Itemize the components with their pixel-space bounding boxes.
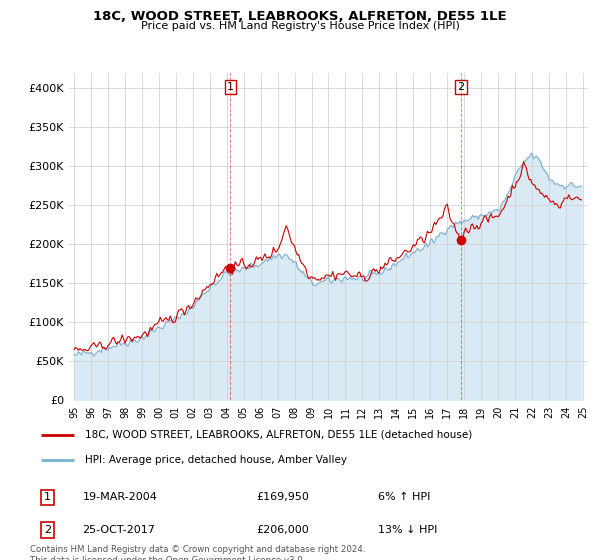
Text: 13% ↓ HPI: 13% ↓ HPI (378, 525, 437, 535)
Text: 6% ↑ HPI: 6% ↑ HPI (378, 492, 430, 502)
Text: Price paid vs. HM Land Registry's House Price Index (HPI): Price paid vs. HM Land Registry's House … (140, 21, 460, 31)
Text: 18C, WOOD STREET, LEABROOKS, ALFRETON, DE55 1LE: 18C, WOOD STREET, LEABROOKS, ALFRETON, D… (93, 10, 507, 22)
Text: 18C, WOOD STREET, LEABROOKS, ALFRETON, DE55 1LE (detached house): 18C, WOOD STREET, LEABROOKS, ALFRETON, D… (85, 430, 472, 440)
Text: £169,950: £169,950 (256, 492, 309, 502)
Text: HPI: Average price, detached house, Amber Valley: HPI: Average price, detached house, Ambe… (85, 455, 347, 465)
Text: 2: 2 (44, 525, 51, 535)
Text: £206,000: £206,000 (256, 525, 309, 535)
Text: 19-MAR-2004: 19-MAR-2004 (82, 492, 157, 502)
Text: 25-OCT-2017: 25-OCT-2017 (82, 525, 155, 535)
Text: 1: 1 (44, 492, 51, 502)
Text: 2: 2 (457, 82, 464, 92)
Text: 1: 1 (227, 82, 234, 92)
Text: Contains HM Land Registry data © Crown copyright and database right 2024.
This d: Contains HM Land Registry data © Crown c… (30, 545, 365, 560)
